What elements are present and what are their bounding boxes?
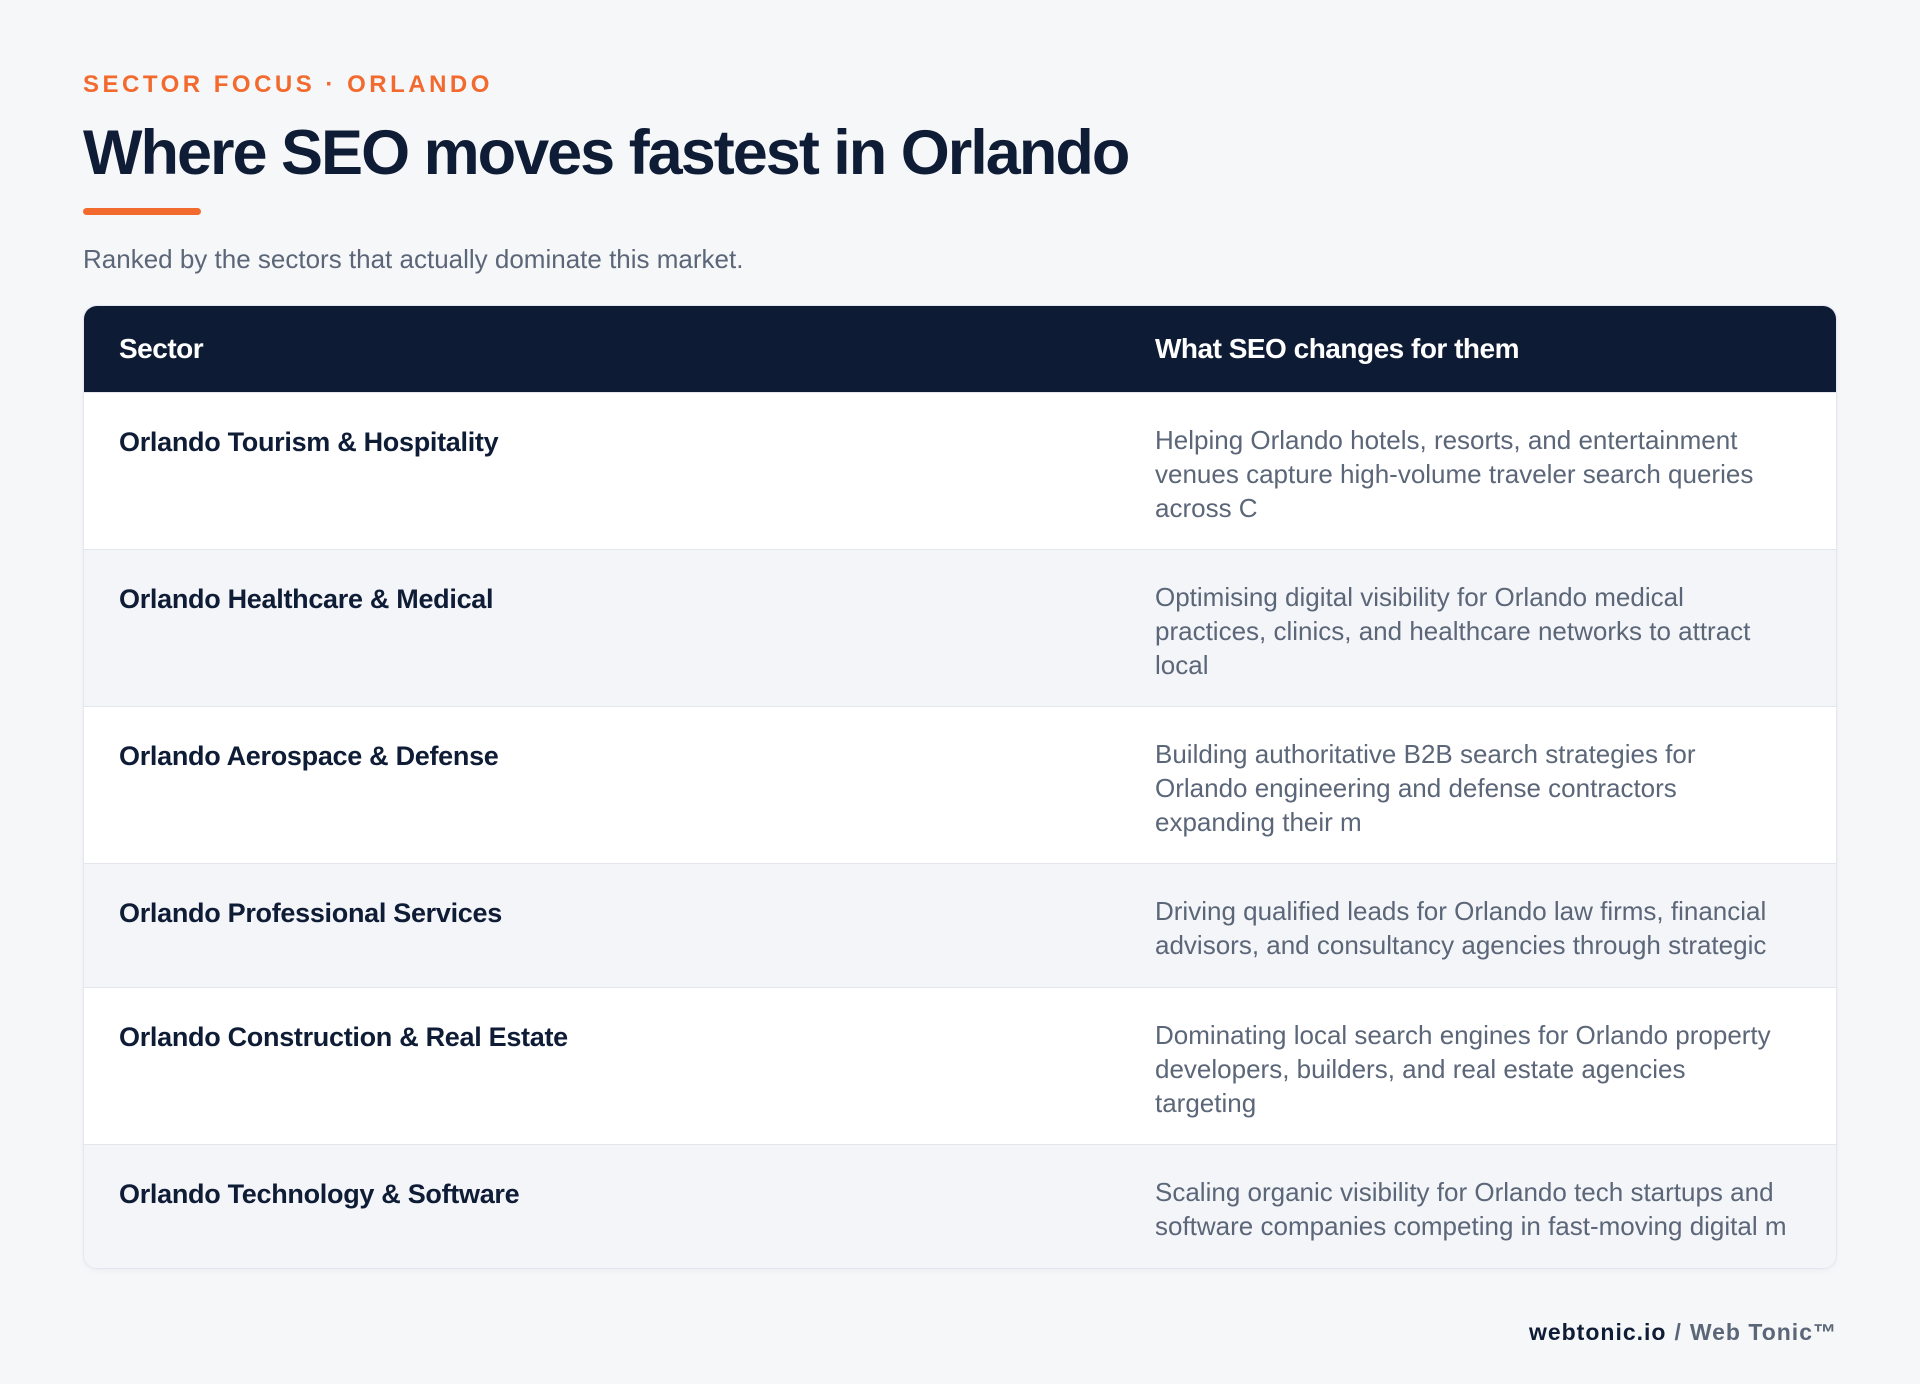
- column-header-sector: Sector: [119, 332, 204, 364]
- description-cell: Dominating local search engines for Orla…: [1120, 986, 1836, 1144]
- description-cell: Optimising digital visibility for Orland…: [1120, 548, 1836, 706]
- footer-separator: /: [1674, 1319, 1682, 1345]
- sector-cell: Orlando Professional Services: [84, 862, 1120, 987]
- footer-brand: Web Tonic™: [1689, 1319, 1837, 1345]
- table-body: Orlando Tourism & Hospitality Helping Or…: [84, 391, 1836, 1268]
- sector-name: Orlando Tourism & Hospitality: [119, 426, 499, 457]
- sector-description: Helping Orlando hotels, resorts, and ent…: [1155, 424, 1754, 523]
- sector-cell: Orlando Healthcare & Medical: [84, 548, 1120, 706]
- sector-name: Orlando Technology & Software: [119, 1178, 520, 1209]
- sector-name: Orlando Healthcare & Medical: [119, 583, 494, 614]
- page-title: Where SEO moves fastest in Orlando: [83, 118, 1130, 188]
- description-cell: Helping Orlando hotels, resorts, and ent…: [1120, 391, 1836, 549]
- description-cell: Building authoritative B2B search strate…: [1120, 705, 1836, 863]
- description-cell: Driving qualified leads for Orlando law …: [1120, 862, 1836, 987]
- column-header-seo-changes: What SEO changes for them: [1155, 332, 1520, 364]
- title-accent-bar: [83, 208, 201, 215]
- sector-table-card: Sector What SEO changes for them Orlando…: [83, 305, 1837, 1269]
- sector-description: Building authoritative B2B search strate…: [1155, 738, 1696, 837]
- table-row: Orlando Technology & Software Scaling or…: [84, 1143, 1836, 1268]
- table-row: Orlando Tourism & Hospitality Helping Or…: [84, 391, 1836, 549]
- table-header: Sector What SEO changes for them: [84, 306, 1836, 392]
- table-row: Orlando Healthcare & Medical Optimising …: [84, 548, 1836, 706]
- page-subtitle: Ranked by the sectors that actually domi…: [83, 244, 744, 274]
- eyebrow-label: SECTOR FOCUS · ORLANDO: [83, 71, 493, 98]
- sector-description: Optimising digital visibility for Orland…: [1155, 581, 1751, 680]
- sector-name: Orlando Aerospace & Defense: [119, 740, 499, 771]
- sector-description: Scaling organic visibility for Orlando t…: [1155, 1176, 1787, 1241]
- sector-table: Sector What SEO changes for them Orlando…: [84, 306, 1836, 1268]
- sector-description: Dominating local search engines for Orla…: [1155, 1019, 1771, 1118]
- sector-cell: Orlando Construction & Real Estate: [84, 986, 1120, 1144]
- table-row: Orlando Aerospace & Defense Building aut…: [84, 705, 1836, 863]
- sector-cell: Orlando Tourism & Hospitality: [84, 391, 1120, 549]
- table-row: Orlando Construction & Real Estate Domin…: [84, 986, 1836, 1144]
- footer-credit: webtonic.io / Web Tonic™: [1529, 1317, 1837, 1347]
- table-header-row: Sector What SEO changes for them: [84, 306, 1836, 392]
- content: SECTOR FOCUS · ORLANDO Where SEO moves f…: [83, 70, 1837, 1269]
- description-cell: Scaling organic visibility for Orlando t…: [1120, 1143, 1836, 1268]
- table-row: Orlando Professional Services Driving qu…: [84, 862, 1836, 987]
- sector-name: Orlando Professional Services: [119, 897, 502, 928]
- sector-name: Orlando Construction & Real Estate: [119, 1021, 568, 1052]
- sector-cell: Orlando Aerospace & Defense: [84, 705, 1120, 863]
- sector-cell: Orlando Technology & Software: [84, 1143, 1120, 1268]
- footer-domain: webtonic.io: [1528, 1319, 1667, 1345]
- sector-description: Driving qualified leads for Orlando law …: [1155, 895, 1767, 960]
